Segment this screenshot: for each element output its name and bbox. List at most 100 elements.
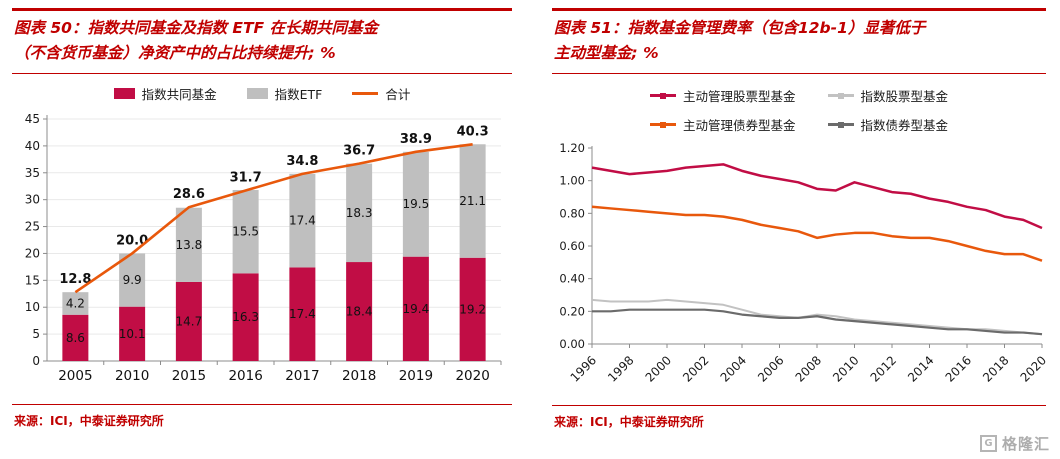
bar-index-mutual-fund [459,257,486,362]
bar-value-label: 16.3 [232,310,259,324]
bar-index-mutual-fund [119,306,146,362]
bar-index-mutual-fund [402,256,429,362]
bar-value-label: 8.6 [66,331,85,345]
y-tick-label: 0.40 [559,272,585,286]
bar-value-label: 19.5 [403,197,430,211]
fee-ratio-line [591,163,1043,230]
bar-value-label: 10.1 [119,327,146,341]
legend-label-total: 合计 [385,87,411,103]
bar-index-etf [289,174,316,268]
active-bond-line-swatch-icon [649,121,676,128]
figure-50-legend: 指数共同基金 指数ETF 合计 [12,84,512,103]
bar-index-mutual-fund [175,282,202,362]
figure-51-legend: 主动管理股票型基金 指数股票型基金 主动管理债券型基金 指数债券型基金 [552,86,1046,134]
index-etf-swatch-icon [246,88,268,100]
y-tick-label: 10 [25,300,40,314]
figure-50-title-line2: （不含货币基金）净资产中的占比持续提升; % [14,44,336,63]
x-tick-label: 2005 [58,368,92,384]
gelonghui-logo-icon: G [979,435,997,452]
total-value-label: 40.3 [457,124,489,139]
x-tick-label: 2020 [455,368,489,384]
figure-51-title: 图表 51：指数基金管理费率（包含12b-1）显著低于 主动型基金; % [552,8,1046,75]
bar-value-label: 17.4 [289,214,316,228]
bar-value-label: 4.2 [66,297,85,311]
bar-index-mutual-fund [346,262,373,362]
bar-value-label: 14.7 [176,315,203,329]
gelonghui-logo-text: 格隆汇 [1001,435,1050,453]
y-tick-label: 0.60 [559,239,585,253]
bar-index-mutual-fund [232,273,259,362]
legend-label-index-mutual-fund: 指数共同基金 [141,87,217,103]
y-tick-label: 35 [25,166,40,180]
x-tick-label: 2018 [342,368,376,384]
legend-label-index-etf: 指数ETF [274,87,323,103]
figure-51-source: 来源：ICI，中泰证券研究所 [552,405,1046,430]
x-tick-label: 2018 [980,353,1011,384]
total-line [74,143,473,294]
figure-50-title: 图表 50：指数共同基金及指数 ETF 在长期共同基金 （不含货币基金）净资产中… [12,8,512,75]
bar-index-etf [62,292,89,315]
y-tick-label: 30 [25,193,40,207]
bar-index-mutual-fund [289,267,316,362]
index-mutual-fund-swatch-icon [113,88,135,100]
active-equity-line-swatch-icon [649,92,676,99]
legend-label-index-equity: 指数股票型基金 [860,89,949,105]
x-tick-label: 1998 [605,353,636,384]
bar-value-label: 19.2 [459,303,486,317]
bar-index-etf [175,207,202,283]
total-value-label: 34.8 [286,154,318,169]
x-tick-label: 2020 [1018,353,1049,384]
figure-50-source: 来源：ICI，中泰证券研究所 [12,404,512,429]
legend-item-index-etf: 指数ETF [246,84,323,103]
y-tick-label: 25 [25,220,40,234]
total-value-label: 38.9 [400,132,432,147]
figure-51-title-line1: 图表 51：指数基金管理费率（包含12b-1）显著低于 [554,19,926,37]
x-tick-label: 2004 [718,353,749,384]
fee-ratio-line [592,308,1043,336]
bar-index-etf [232,190,259,274]
panel-figure-50: 图表 50：指数共同基金及指数 ETF 在长期共同基金 （不含货币基金）净资产中… [12,8,512,429]
legend-item-active-bond: 主动管理债券型基金 [649,115,796,134]
y-tick-label: 45 [25,112,40,126]
bar-value-label: 19.4 [403,302,430,316]
total-value-label: 31.7 [230,171,262,186]
y-tick-label: 0.80 [559,207,585,221]
x-tick-label: 2002 [680,353,711,384]
x-tick-label: 2000 [643,353,674,384]
y-tick-label: 1.20 [559,141,585,155]
bar-value-label: 18.3 [346,206,373,220]
x-tick-label: 2014 [905,353,936,384]
x-tick-label: 2019 [399,368,433,384]
fee-ratio-line [591,205,1043,263]
total-line-swatch-icon [352,92,379,96]
bar-index-etf [119,253,146,307]
y-tick-label: 40 [25,139,40,153]
legend-item-index-bond: 指数债券型基金 [827,115,949,134]
legend-label-index-bond: 指数债券型基金 [860,118,949,134]
y-tick-label: 5 [32,327,40,341]
x-tick-label: 2006 [755,353,786,384]
legend-item-total: 合计 [352,84,410,103]
x-tick-label: 2016 [228,368,262,384]
bar-index-mutual-fund [62,314,89,362]
x-tick-label: 2017 [285,368,319,384]
x-tick-label: 2016 [943,353,974,384]
figure-51-title-line2: 主动型基金; % [554,44,659,63]
x-tick-label: 2015 [172,368,206,384]
bar-value-label: 18.4 [346,305,373,319]
y-tick-label: 0.00 [559,337,585,351]
y-tick-label: 20 [25,247,40,261]
active-bond-marker-icon [659,121,666,128]
figure-51-line-chart: 0.00 0.20 0.40 0.60 0.80 1.00 1.20 1996 1998 2000… [559,141,1049,385]
legend-label-active-bond: 主动管理债券型基金 [682,118,796,134]
y-tick-label: 0 [32,354,40,368]
bar-index-etf [459,144,486,258]
active-equity-marker-icon [659,92,666,99]
figure-50-title-line1: 图表 50：指数共同基金及指数 ETF 在长期共同基金 [14,19,379,37]
x-tick-label: 2010 [115,368,149,384]
legend-item-index-mutual-fund: 指数共同基金 [113,84,217,103]
total-value-label: 12.8 [59,272,91,287]
bar-value-label: 17.4 [289,307,316,321]
x-tick-label: 1996 [568,353,599,384]
